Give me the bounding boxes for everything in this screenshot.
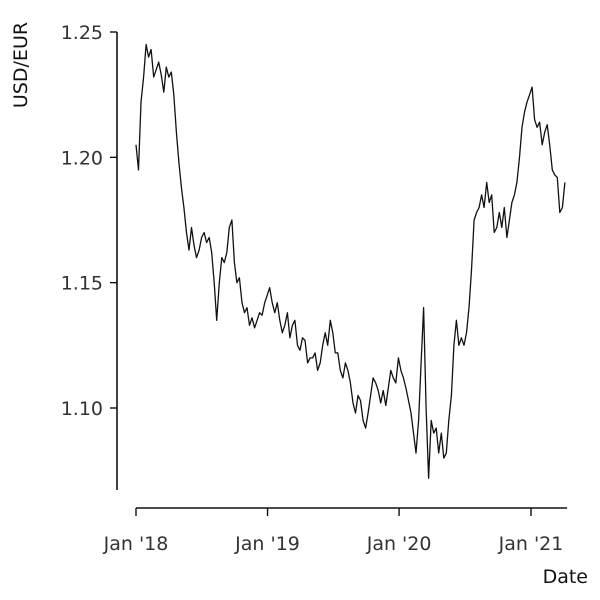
y-tick-label: 1.20 (61, 147, 103, 169)
x-tick-label: Jan '20 (366, 533, 432, 555)
usd-eur-series-line (135, 43, 566, 479)
y-tick-label: 1.25 (61, 22, 103, 44)
y-tick-label: 1.10 (61, 398, 103, 420)
y-tick-label: 1.15 (61, 273, 103, 295)
x-tick-label: Jan '19 (234, 533, 300, 555)
y-axis: 1.10 1.15 1.20 1.25 (61, 22, 118, 490)
x-tick-label: Jan '21 (498, 533, 564, 555)
x-axis-title: Date (543, 566, 588, 588)
x-axis: Jan '18 Jan '19 Jan '20 Jan '21 (103, 507, 568, 555)
y-axis-title: USD/EUR (10, 22, 32, 108)
x-tick-label: Jan '18 (103, 533, 169, 555)
